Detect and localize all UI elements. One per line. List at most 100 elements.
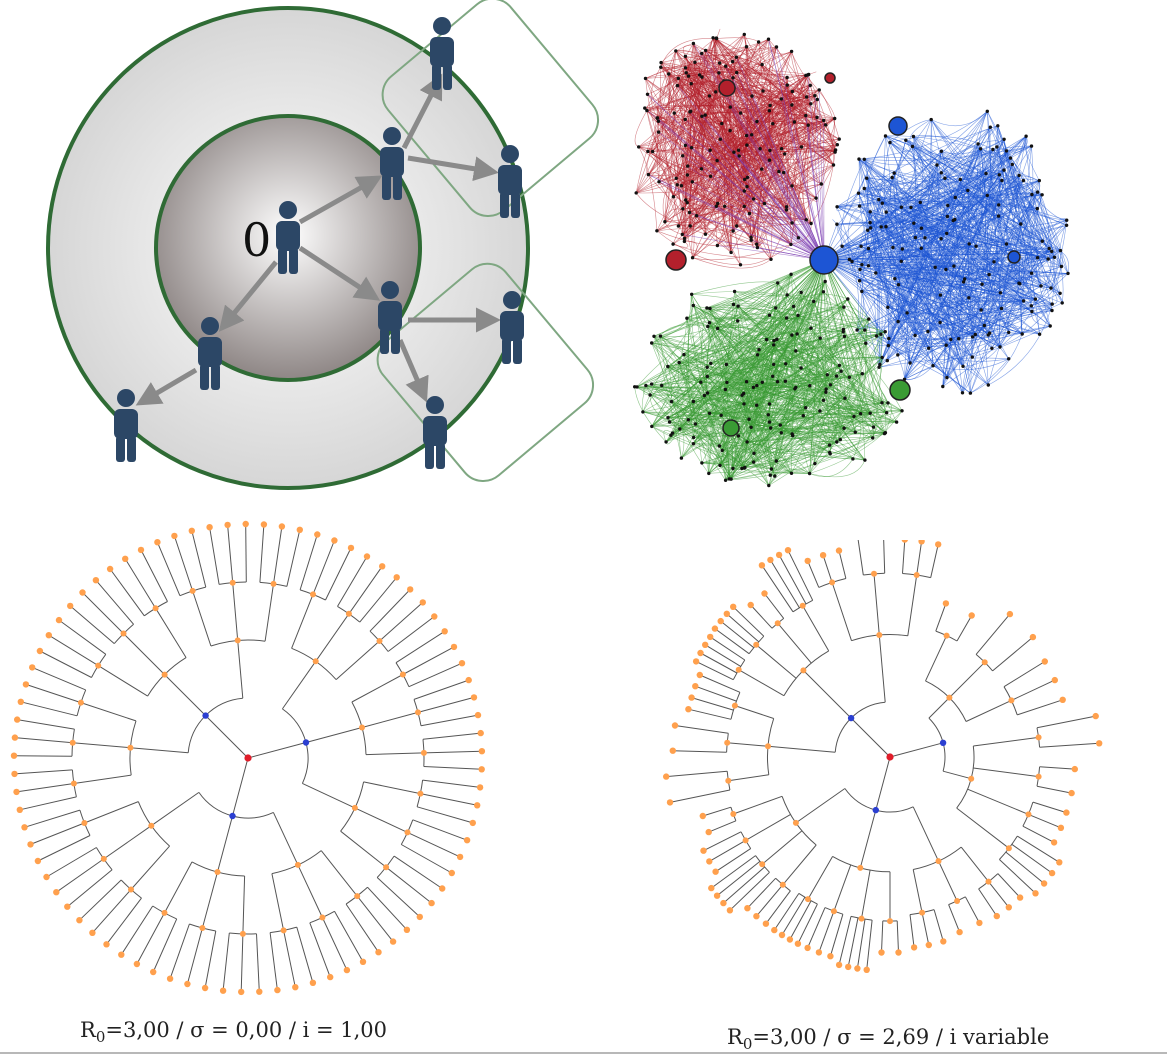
- network-node: [1021, 299, 1026, 303]
- leaf-node: [1096, 740, 1103, 747]
- network-edge: [719, 318, 870, 447]
- network-node: [904, 138, 908, 142]
- tree-branch: [395, 630, 445, 664]
- tree-branch: [155, 607, 187, 658]
- tree-branch: [755, 644, 797, 679]
- leaf-node: [296, 526, 303, 533]
- network-node: [864, 341, 868, 345]
- network-edge: [696, 74, 808, 216]
- network-edge: [859, 280, 916, 336]
- network-edge: [879, 421, 897, 434]
- network-node: [880, 201, 884, 205]
- network-edge: [667, 259, 825, 367]
- network-edge: [738, 77, 788, 157]
- network-node: [991, 147, 995, 152]
- network-edge: [906, 225, 1067, 314]
- tree-branch: [942, 770, 972, 780]
- network-edge: [962, 204, 999, 393]
- network-node: [714, 204, 719, 208]
- tree-branch: [988, 881, 1010, 908]
- network-edge: [791, 306, 796, 434]
- network-edge: [712, 37, 807, 98]
- network-edge: [645, 331, 886, 386]
- network-edge: [746, 259, 825, 443]
- network-edge: [668, 50, 677, 179]
- tree-branch: [747, 877, 776, 909]
- network-node: [984, 171, 988, 176]
- network-edge: [913, 136, 988, 196]
- network-edge: [868, 248, 929, 349]
- network-edge: [658, 131, 825, 261]
- network-node: [779, 97, 783, 101]
- network-edge: [743, 306, 794, 394]
- network-node: [766, 37, 771, 41]
- network-edge: [682, 234, 825, 261]
- leaf-node: [775, 551, 783, 559]
- network-node: [650, 149, 655, 154]
- leaf-node: [758, 562, 766, 569]
- network-edge: [721, 259, 825, 451]
- tree-branch: [1036, 785, 1072, 794]
- tree-branch: [305, 727, 363, 743]
- network-edge: [675, 50, 703, 169]
- network-node: [828, 450, 832, 455]
- tree-branch: [956, 615, 973, 642]
- tree-branch: [1003, 661, 1046, 688]
- network-edge: [734, 291, 844, 308]
- tree-branch: [84, 801, 139, 824]
- tree-branch: [130, 845, 170, 890]
- network-node: [896, 353, 900, 357]
- network-node: [757, 348, 761, 352]
- network-edge: [727, 130, 750, 214]
- network-edge: [738, 435, 770, 486]
- tree-branch: [948, 904, 961, 933]
- network-edge: [803, 415, 837, 443]
- network-edge: [946, 325, 1051, 346]
- network-edge: [665, 259, 825, 443]
- network-node: [943, 176, 947, 180]
- network-edge: [651, 367, 708, 427]
- tree-branch: [850, 717, 891, 758]
- network-node: [689, 82, 693, 86]
- network-edge: [660, 38, 717, 68]
- network-edge: [689, 111, 825, 261]
- network-node: [979, 308, 983, 312]
- network-edge: [716, 28, 721, 39]
- leaf-node: [79, 589, 86, 596]
- network-edge: [927, 298, 1036, 332]
- leaf-node: [713, 892, 721, 899]
- tree-branch: [797, 903, 818, 944]
- network-node: [672, 111, 676, 115]
- network-node: [852, 414, 856, 419]
- network-node: [711, 36, 715, 40]
- network-edge: [963, 223, 1022, 283]
- network-edge: [709, 139, 721, 177]
- network-node: [691, 399, 696, 404]
- leaf-node: [1059, 696, 1066, 703]
- network-node: [747, 211, 752, 216]
- network-node: [708, 174, 713, 178]
- network-node: [715, 326, 720, 331]
- leaf-node: [224, 521, 231, 529]
- internal-node: [128, 886, 134, 893]
- network-edge: [809, 410, 903, 474]
- network-node: [716, 201, 720, 206]
- tree-branch: [16, 783, 74, 793]
- tree-branch: [866, 920, 873, 970]
- tree-branch: [302, 782, 356, 809]
- network-node: [939, 149, 944, 153]
- network-edge: [913, 135, 981, 150]
- network-node: [931, 364, 935, 368]
- network-edge: [684, 119, 825, 261]
- network-node: [775, 337, 779, 341]
- network-node: [961, 280, 966, 284]
- network-node: [705, 374, 709, 379]
- network-node: [997, 173, 1001, 177]
- tree-branch: [781, 897, 806, 936]
- tree-branch: [97, 665, 148, 697]
- network-edge: [790, 274, 850, 378]
- network-edge: [653, 259, 825, 337]
- network-edge: [970, 146, 1032, 394]
- network-node: [938, 320, 942, 325]
- leaf-node: [666, 799, 674, 806]
